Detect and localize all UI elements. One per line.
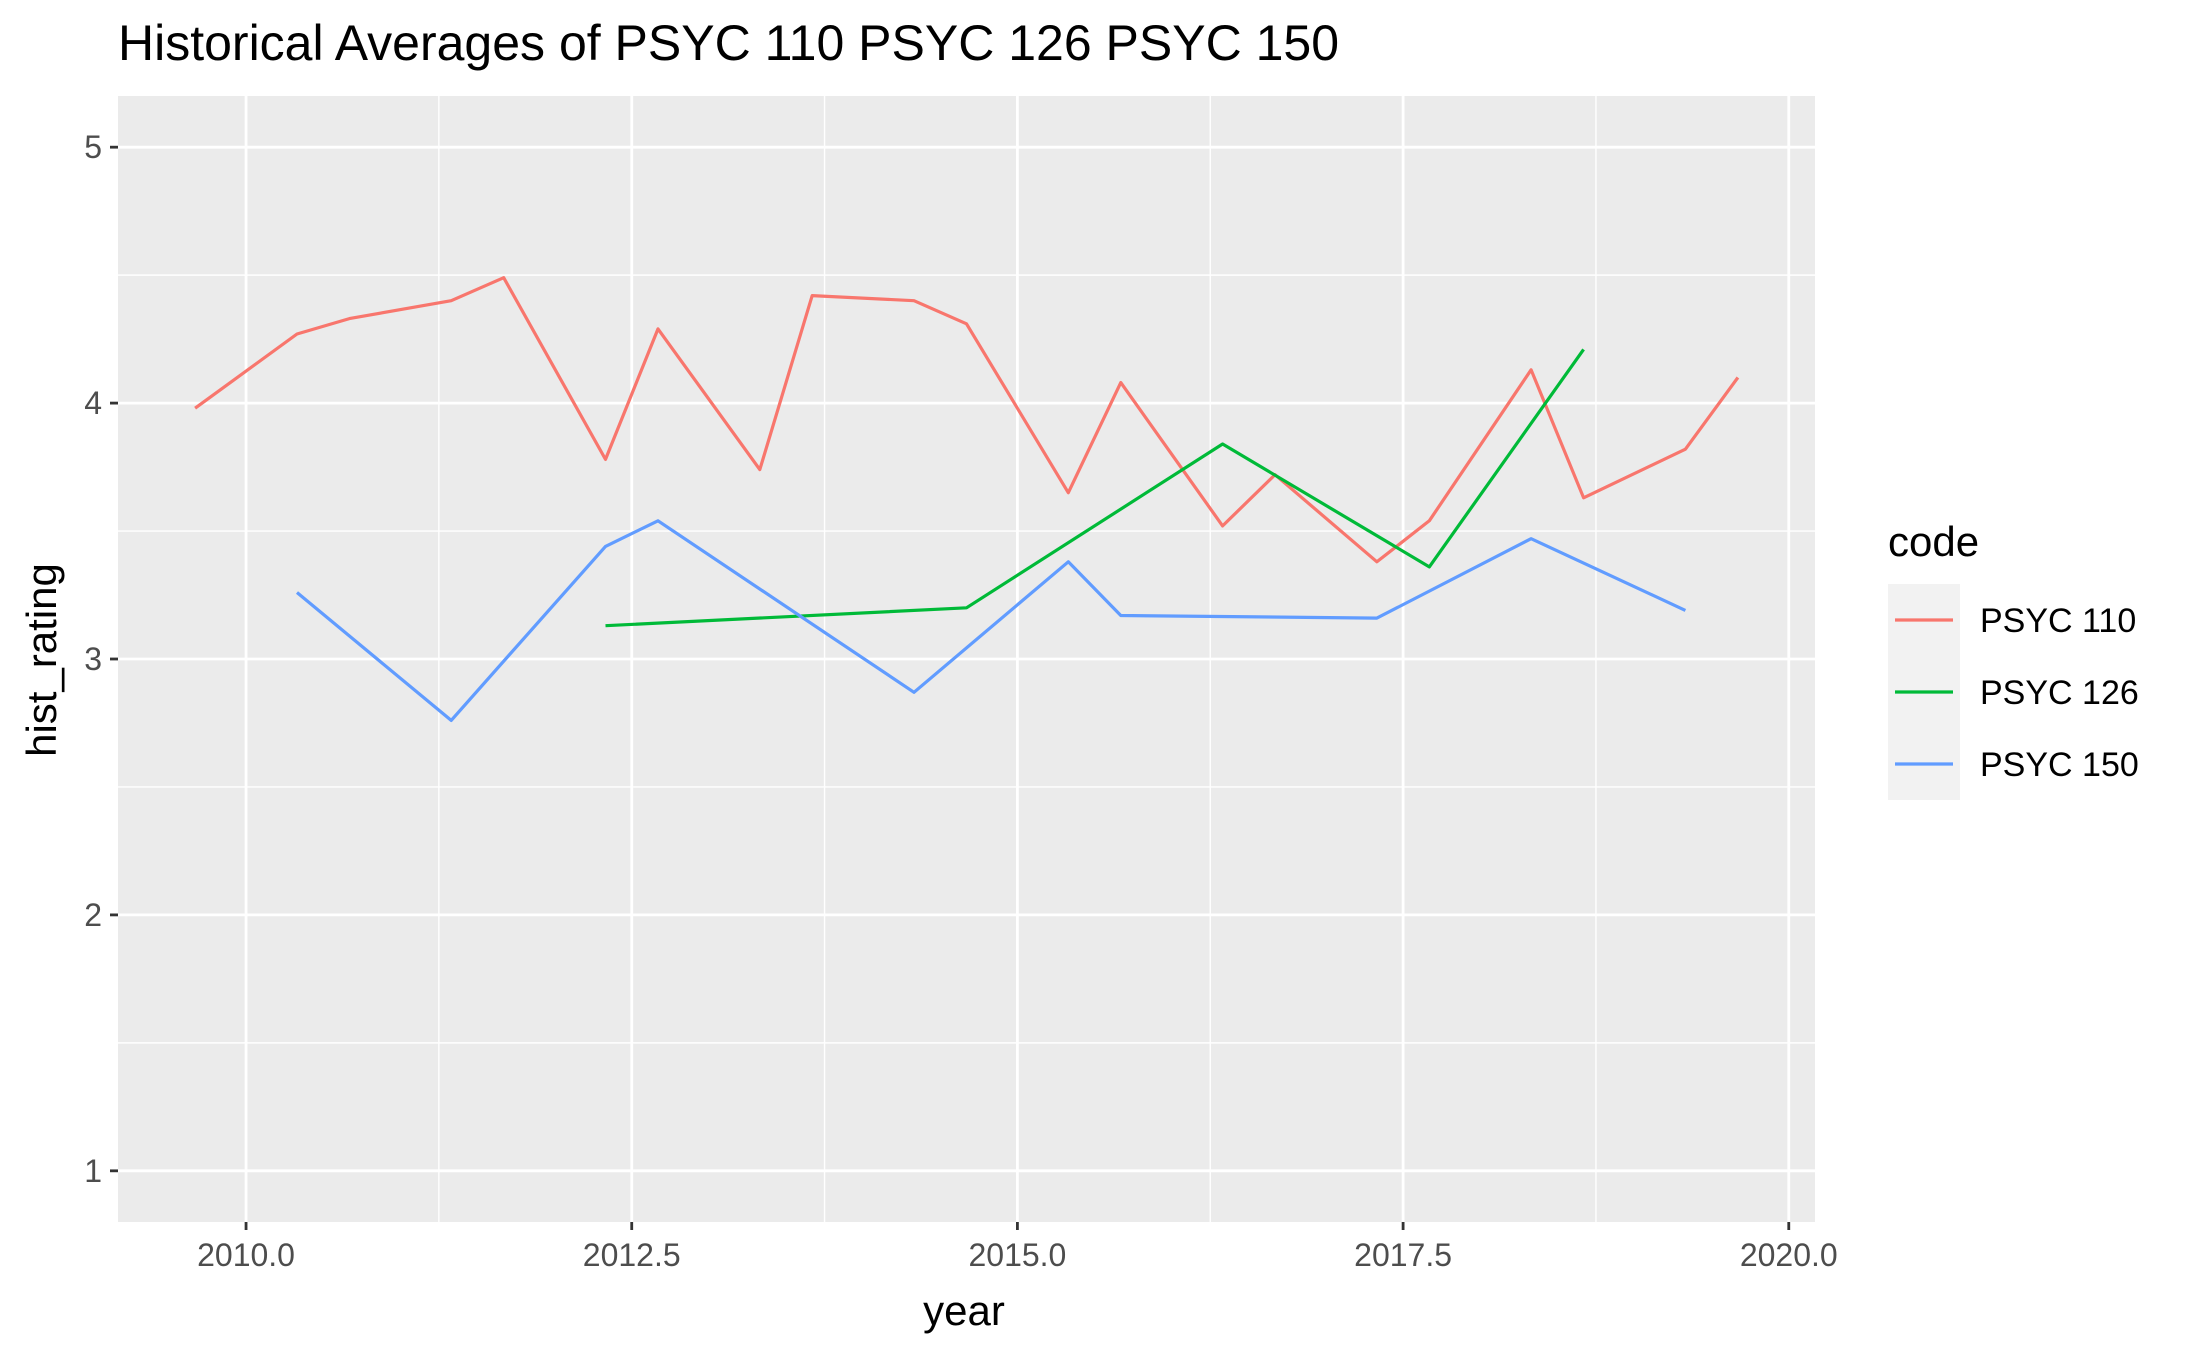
series-line-psyc-150 (295, 519, 1687, 723)
x-axis-title: year (923, 1287, 1005, 1334)
x-tick-label: 2017.5 (1354, 1237, 1452, 1273)
legend-title: code (1888, 518, 1979, 565)
x-tick-label: 2020.0 (1740, 1237, 1838, 1273)
x-tick-label: 2015.0 (968, 1237, 1066, 1273)
legend: code PSYC 110 PSYC 126 PSYC 150 (1888, 518, 2139, 800)
y-tick-label: 2 (84, 897, 102, 933)
legend-items: PSYC 110 PSYC 126 PSYC 150 (1895, 602, 2139, 784)
x-tick-label: 2012.5 (583, 1237, 681, 1273)
legend-label: PSYC 110 (1980, 602, 2136, 640)
x-axis: 2010.0 2012.5 2015.0 2017.5 2020.0 (197, 1222, 1838, 1273)
y-axis: 1 2 3 4 5 (84, 129, 118, 1189)
y-tick-label: 3 (84, 641, 102, 677)
legend-label: PSYC 126 (1980, 674, 2139, 712)
legend-label: PSYC 150 (1980, 746, 2139, 784)
y-tick-label: 5 (84, 129, 102, 165)
chart-title: Historical Averages of PSYC 110 PSYC 126… (118, 15, 1339, 71)
major-gridlines (118, 96, 1815, 1222)
x-tick-label: 2010.0 (197, 1237, 295, 1273)
y-tick-label: 1 (84, 1153, 102, 1189)
y-tick-label: 4 (84, 385, 102, 421)
series-lines (194, 276, 1740, 723)
series-line-psyc-110 (194, 276, 1740, 564)
y-axis-title: hist_rating (18, 563, 65, 757)
series-line-psyc-126 (605, 348, 1585, 628)
